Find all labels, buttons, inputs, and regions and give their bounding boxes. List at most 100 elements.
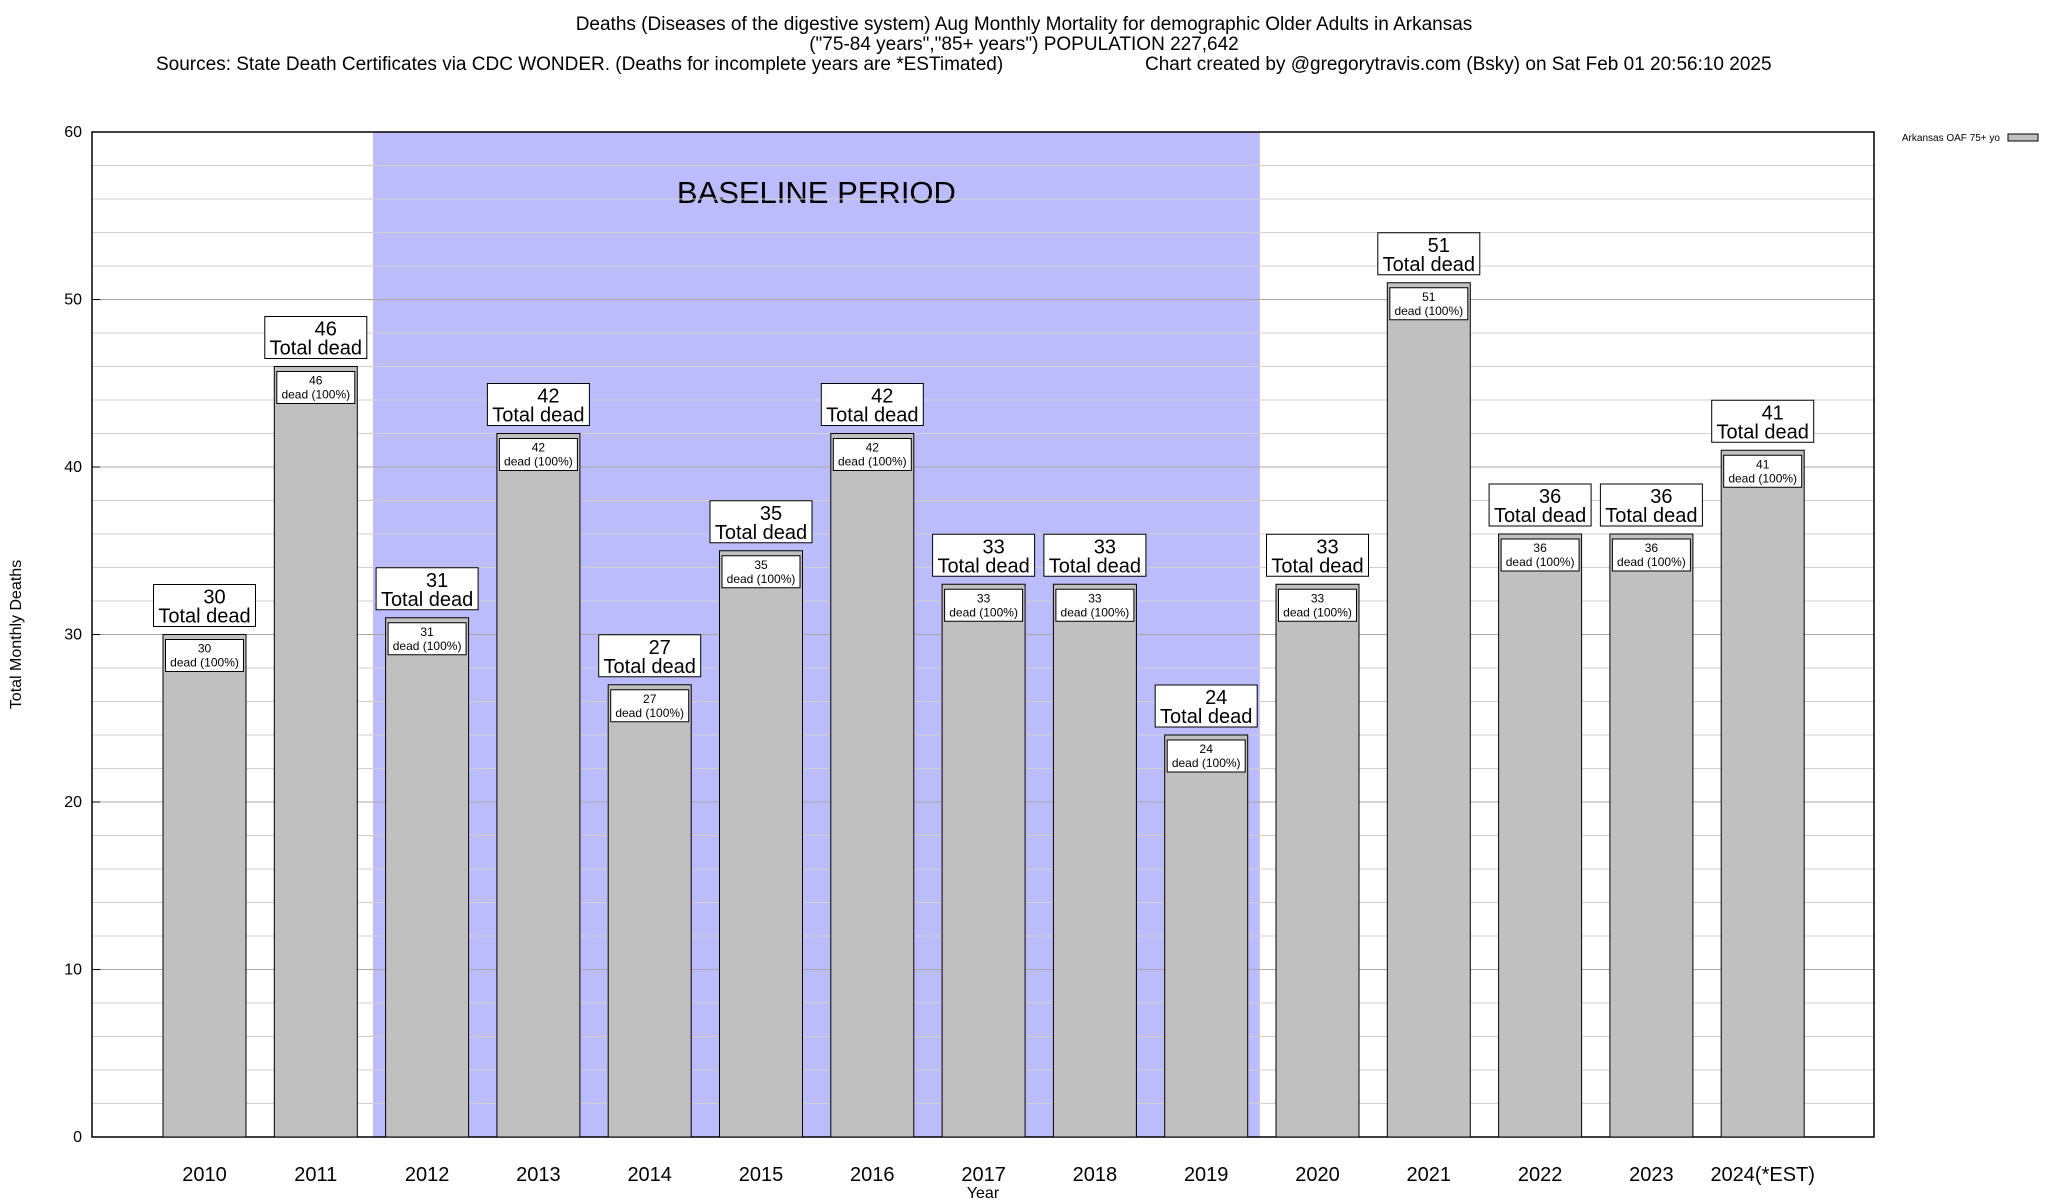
bar-top-value: 46 xyxy=(315,319,337,341)
bar-inner-value: 33 xyxy=(1088,591,1102,605)
bar-top-label-box xyxy=(1488,483,1592,527)
bar-inner-label-box xyxy=(1389,287,1469,321)
y-tick-label: 0 xyxy=(73,1129,82,1146)
bar-top-label: Total dead xyxy=(826,405,918,427)
bar-inner-value: 30 xyxy=(198,642,212,656)
bar-top-value: 42 xyxy=(871,386,893,408)
x-tick-label: 2010 xyxy=(182,1164,227,1186)
x-tick-label: 2011 xyxy=(294,1164,337,1186)
x-axis-ticks: 2010 2011 2012 2013 2014 2015 2016 2017 2018 2019… xyxy=(182,1164,1815,1186)
y-tick-label: 60 xyxy=(64,124,82,141)
bar-inner-label: dead (100%) xyxy=(1728,471,1797,485)
bar-top-value: 36 xyxy=(1650,486,1672,508)
bar-top-label: Total dead xyxy=(1383,254,1475,276)
bar-top-value: 30 xyxy=(203,587,225,609)
bar-top-value: 33 xyxy=(1316,536,1338,558)
bar-top-label-box xyxy=(153,584,256,627)
bar-inner-label-box xyxy=(1166,739,1246,773)
bar-inner-value: 36 xyxy=(1533,541,1547,555)
y-axis-ticks: 0 10 20 30 40 50 60 xyxy=(64,124,100,1146)
bar-top-value: 51 xyxy=(1428,235,1450,257)
bar-inner-label: dead (100%) xyxy=(1172,756,1241,770)
bar-inner-label-box xyxy=(1611,538,1691,572)
bar-inner-label-box xyxy=(1500,538,1580,572)
bar-inner-value: 42 xyxy=(532,441,546,455)
bar xyxy=(719,550,803,1138)
bar-inner-value: 24 xyxy=(1200,742,1214,756)
bar-top-value: 31 xyxy=(426,570,448,592)
bar-inner-label: dead (100%) xyxy=(393,639,462,653)
bar-top-label-box xyxy=(932,533,1036,577)
bar-inner-label: dead (100%) xyxy=(504,455,573,469)
bar-top-label-box xyxy=(598,634,702,678)
x-tick-label: 2016 xyxy=(850,1164,895,1186)
bar-top-label: Total dead xyxy=(492,405,584,427)
chart-credit: Chart created by @gregorytravis.com (Bsk… xyxy=(1145,54,1772,75)
bar-inner-value: 51 xyxy=(1422,290,1436,304)
bar-inner-label: dead (100%) xyxy=(1394,304,1463,318)
bar-top-label-box xyxy=(1043,533,1147,577)
bar-inner-label-box xyxy=(721,555,801,589)
bar-inner-label-box xyxy=(1723,454,1803,488)
bar xyxy=(1720,449,1805,1138)
bar-top-value: 33 xyxy=(982,536,1004,558)
legend-swatch xyxy=(2007,133,2039,142)
bar-top-label: Total dead xyxy=(1049,555,1141,577)
bar-top-value: 35 xyxy=(760,503,782,525)
bar-inner-label: dead (100%) xyxy=(1617,555,1686,569)
bar-top-label: Total dead xyxy=(270,338,362,360)
x-tick-label: 2017 xyxy=(961,1164,1006,1186)
bar-top-value: 24 xyxy=(1205,687,1227,709)
bar-top-label-box xyxy=(264,316,368,359)
y-axis-label: Total Monthly Deaths xyxy=(8,560,25,709)
bar-inner-label-box xyxy=(498,438,578,471)
x-tick-label: 2021 xyxy=(1407,1164,1452,1186)
bar xyxy=(496,433,581,1138)
bar-top-label: Total dead xyxy=(1605,505,1697,527)
bar-inner-label: dead (100%) xyxy=(727,572,796,586)
bar-top-label-box xyxy=(1266,533,1369,577)
bar-inner-value: 31 xyxy=(420,625,434,639)
bar-top-label-box xyxy=(1711,399,1815,443)
x-tick-label: 2024(*EST) xyxy=(1710,1164,1815,1186)
bar-top-value: 27 xyxy=(649,637,671,659)
bar-top-label: Total dead xyxy=(1271,555,1363,577)
bar-inner-label: dead (100%) xyxy=(838,455,907,469)
bar xyxy=(1609,533,1694,1138)
x-tick-label: 2012 xyxy=(405,1164,450,1186)
bar xyxy=(830,433,915,1138)
bar-top-value: 36 xyxy=(1539,486,1561,508)
bar-top-label-box xyxy=(709,500,813,544)
bar xyxy=(162,634,247,1138)
bar-top-value: 42 xyxy=(537,386,559,408)
bar-inner-label-box xyxy=(832,438,912,471)
bar xyxy=(1498,533,1583,1138)
bar-top-label: Total dead xyxy=(1160,706,1252,728)
bar-inner-value: 41 xyxy=(1756,457,1770,471)
bar-top-label-box xyxy=(1599,483,1703,527)
x-tick-label: 2019 xyxy=(1184,1164,1229,1186)
x-tick-label: 2015 xyxy=(739,1164,784,1186)
bar-top-label: Total dead xyxy=(1494,505,1586,527)
bar xyxy=(1164,734,1249,1138)
bar-inner-value: 46 xyxy=(309,374,323,388)
y-tick-label: 20 xyxy=(64,794,82,811)
bar xyxy=(273,366,358,1138)
bar-top-label: Total dead xyxy=(604,656,696,678)
bar-inner-label: dead (100%) xyxy=(1506,555,1575,569)
bar-top-label-box xyxy=(1154,684,1258,728)
bar-top-value: 41 xyxy=(1762,402,1784,424)
legend-label: Arkansas OAF 75+ yo xyxy=(1902,133,2001,144)
x-tick-label: 2018 xyxy=(1073,1164,1118,1186)
y-tick-label: 40 xyxy=(64,459,82,476)
bar-inner-value: 35 xyxy=(754,558,768,572)
bar-top-label: Total dead xyxy=(937,555,1029,577)
